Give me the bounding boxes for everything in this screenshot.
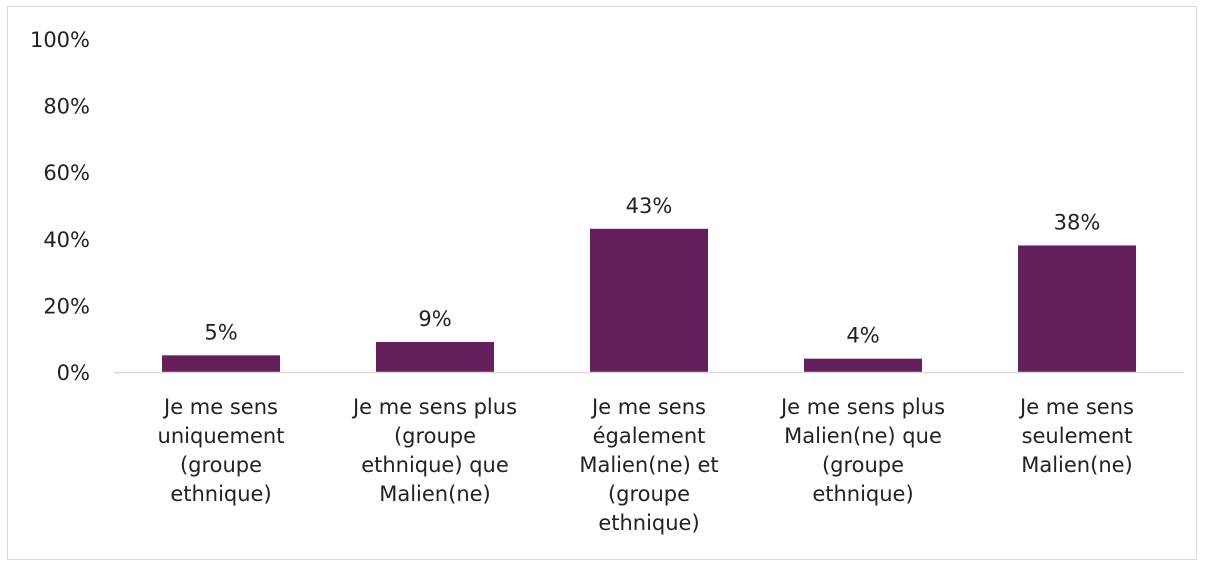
category-label-line: (groupe bbox=[608, 482, 690, 506]
data-label: 9% bbox=[418, 307, 451, 331]
category-label: Je me sens uniquement (groupe ethnique) bbox=[158, 395, 285, 506]
bar bbox=[1018, 245, 1136, 372]
category-label-line: Malien(ne) bbox=[1021, 453, 1133, 477]
category-label: Je me sens plus Malien(ne) que (groupe ethn… bbox=[779, 395, 945, 506]
data-label: 43% bbox=[626, 194, 673, 218]
category-label: Je me sens plus (groupe ethnique) que Malie… bbox=[351, 395, 517, 506]
category-label-line: Je me sens bbox=[1018, 395, 1134, 419]
bar-chart: 0% 20% 40% 60% 80% 100% 5% Je me sens uniquement… bbox=[30, 28, 1184, 535]
y-tick-label: 60% bbox=[43, 161, 90, 185]
y-tick-label: 80% bbox=[43, 95, 90, 119]
bar bbox=[376, 342, 494, 372]
category-label-line: seulement bbox=[1022, 424, 1133, 448]
category-label-line: Je me sens bbox=[590, 395, 706, 419]
category-label-line: Je me sens plus bbox=[779, 395, 945, 419]
category-label-line: Malien(ne) que bbox=[784, 424, 942, 448]
category-label-line: (groupe bbox=[822, 453, 904, 477]
bar bbox=[804, 358, 922, 372]
y-tick-label: 20% bbox=[43, 294, 90, 318]
chart-frame: 0% 20% 40% 60% 80% 100% 5% Je me sens uniquement… bbox=[7, 6, 1197, 560]
y-tick-label: 100% bbox=[30, 28, 90, 52]
data-label: 5% bbox=[204, 320, 237, 344]
data-label: 38% bbox=[1054, 210, 1101, 234]
category-label-line: également bbox=[593, 424, 706, 448]
category-label-line: ethnique) bbox=[170, 482, 271, 506]
data-label: 4% bbox=[846, 324, 879, 348]
category-label-line: ethnique) bbox=[598, 511, 699, 535]
bar bbox=[590, 228, 708, 372]
category-label-line: Malien(ne) bbox=[379, 482, 491, 506]
category-label-line: ethnique) que bbox=[361, 453, 509, 477]
y-tick-label: 0% bbox=[57, 361, 90, 385]
bar bbox=[162, 355, 280, 372]
category-label-line: Malien(ne) et bbox=[579, 453, 718, 477]
category-label: Je me sens également Malien(ne) et (groupe e… bbox=[579, 395, 718, 535]
category-label-line: (groupe bbox=[180, 453, 262, 477]
category-label-line: Je me sens bbox=[162, 395, 278, 419]
category-label-line: Je me sens plus bbox=[351, 395, 517, 419]
category-label-line: (groupe bbox=[394, 424, 476, 448]
y-tick-label: 40% bbox=[43, 228, 90, 252]
category-label: Je me sens seulement Malien(ne) bbox=[1018, 395, 1134, 477]
category-label-line: ethnique) bbox=[812, 482, 913, 506]
category-label-line: uniquement bbox=[158, 424, 285, 448]
